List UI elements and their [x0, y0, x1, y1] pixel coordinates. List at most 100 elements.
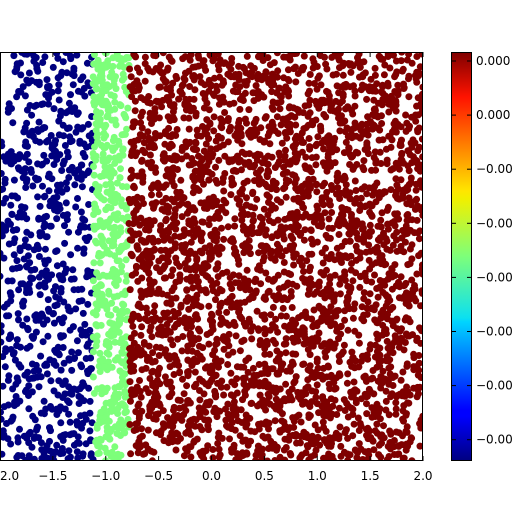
x-tick-label: −0.5 [144, 469, 173, 483]
scatter-point [105, 343, 113, 351]
scatter-point [27, 231, 35, 239]
scatter-point [407, 139, 415, 147]
scatter-point [40, 446, 48, 454]
scatter-point [227, 191, 235, 199]
scatter-point [115, 328, 123, 336]
scatter-point [351, 386, 359, 394]
scatter-point [306, 263, 314, 271]
scatter-point [13, 93, 21, 101]
scatter-point [335, 335, 342, 343]
scatter-point [132, 217, 140, 225]
scatter-point [200, 63, 208, 70]
scatter-point [131, 52, 139, 60]
scatter-point [93, 436, 101, 444]
scatter-point [293, 208, 301, 216]
scatter-point [7, 201, 15, 209]
scatter-point [231, 215, 239, 223]
scatter-point [186, 419, 194, 427]
scatter-point [397, 376, 405, 384]
scatter-point [68, 366, 76, 374]
scatter-point [178, 416, 186, 424]
scatter-point [185, 125, 193, 133]
scatter-point [65, 306, 73, 314]
scatter-point [344, 370, 352, 378]
scatter-point [118, 262, 126, 270]
scatter-point [235, 119, 243, 127]
scatter-point [117, 224, 124, 232]
scatter-point [363, 95, 371, 103]
scatter-point [368, 228, 375, 235]
scatter-point [16, 425, 23, 433]
scatter-point [363, 120, 371, 128]
scatter-point [138, 157, 146, 165]
scatter-point [93, 269, 101, 277]
scatter-point [0, 170, 5, 177]
scatter-point [324, 309, 331, 317]
scatter-point [108, 407, 115, 415]
scatter-point [174, 335, 182, 343]
scatter-point [377, 160, 385, 167]
scatter-point [272, 384, 280, 392]
scatter-point [45, 187, 53, 195]
scatter-point [81, 320, 89, 328]
scatter-point [110, 331, 118, 339]
scatter-point [319, 259, 327, 267]
scatter-point [213, 197, 221, 205]
scatter-point [199, 344, 207, 352]
scatter-point [141, 450, 149, 458]
scatter-point [17, 88, 25, 96]
scatter-point [34, 312, 42, 320]
scatter-point [45, 307, 53, 315]
scatter-point [11, 235, 19, 243]
scatter-point [187, 238, 195, 246]
scatter-point [218, 434, 226, 442]
scatter-point [333, 173, 341, 180]
scatter-point [177, 176, 185, 184]
scatter-point [349, 314, 357, 322]
scatter-point [203, 331, 211, 338]
scatter-point [110, 454, 118, 461]
scatter-point [335, 358, 343, 365]
scatter-point [194, 52, 202, 59]
scatter-point [155, 352, 163, 359]
scatter-point [261, 293, 269, 301]
scatter-point [31, 416, 39, 424]
scatter-point [282, 335, 290, 343]
scatter-point [270, 276, 278, 284]
scatter-point [376, 415, 384, 423]
scatter-point [57, 419, 65, 427]
scatter-point [0, 450, 6, 458]
scatter-point [250, 119, 258, 127]
scatter-point [91, 52, 98, 59]
scatter-point [159, 52, 167, 57]
scatter-point [249, 188, 257, 196]
scatter-point [273, 240, 281, 248]
scatter-point [108, 299, 116, 307]
scatter-point [273, 52, 281, 57]
scatter-point [59, 381, 67, 388]
scatter-point [172, 72, 180, 80]
scatter-point [35, 383, 43, 391]
scatter-point [323, 65, 331, 73]
scatter-point [144, 128, 152, 136]
scatter-point [251, 377, 259, 385]
scatter-point [169, 341, 177, 349]
scatter-point [210, 214, 218, 222]
scatter-point [187, 277, 195, 285]
scatter-point [311, 451, 318, 459]
scatter-point [89, 373, 97, 381]
scatter-point [144, 259, 152, 267]
scatter-point [44, 296, 52, 304]
scatter-point [50, 387, 58, 395]
scatter-point [20, 210, 28, 218]
scatter-point [107, 190, 114, 198]
scatter-point [277, 252, 285, 260]
scatter-point [341, 407, 349, 414]
scatter-point [94, 208, 102, 216]
scatter-point [135, 414, 143, 422]
scatter-point [349, 411, 357, 418]
scatter-point [128, 391, 136, 399]
scatter-point [113, 179, 121, 187]
scatter-point [397, 159, 405, 167]
